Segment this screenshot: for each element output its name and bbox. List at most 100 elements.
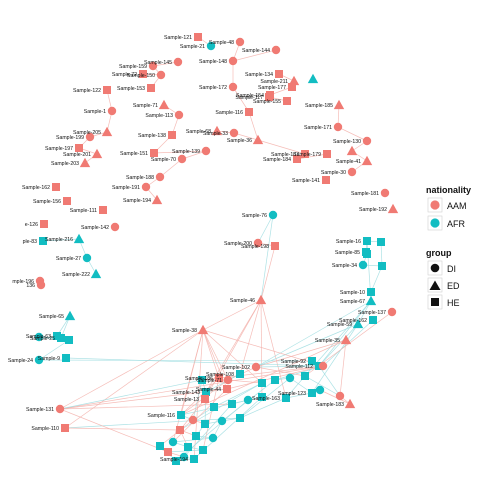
edge [232, 86, 250, 113]
node-unlabeled-111 [188, 415, 198, 425]
legend-label-di: DI [447, 264, 456, 274]
node-unlabeled-123 [179, 452, 189, 462]
node-label: Sample-30 [321, 170, 346, 176]
node-sample-186 [215, 374, 223, 382]
edge [257, 214, 274, 244]
edge [370, 265, 383, 293]
edge [153, 150, 207, 154]
edge [152, 61, 179, 67]
node-label: Sample-162 [22, 185, 50, 191]
edge [255, 366, 306, 377]
edge [311, 323, 359, 394]
node-label: Sample-36 [227, 138, 252, 144]
node-unlabeled-109 [258, 393, 266, 401]
edge [248, 111, 259, 141]
edge [59, 379, 203, 410]
node-label: Sample-197 [45, 146, 73, 152]
edge [318, 300, 372, 367]
edge [64, 329, 204, 429]
node-label: Sample-27 [56, 256, 81, 262]
node-sample-144 [271, 45, 281, 55]
node-unlabeled-117 [192, 432, 200, 440]
edge [255, 339, 347, 368]
node-label: Sample-194 [160, 457, 188, 463]
node-label: Sample-159 [119, 64, 147, 70]
node-sample-141 [322, 176, 330, 184]
node-label: Sample-123 [278, 391, 306, 397]
node-unlabeled-106 [210, 403, 218, 411]
node-label: Sample-211 [260, 79, 288, 85]
node-sample-24 [34, 355, 44, 365]
node-sample-10 [367, 288, 375, 296]
node-label: Sample-155 [253, 99, 281, 105]
node-label: Sample-72 [112, 72, 137, 78]
node-sample-197 [75, 144, 83, 152]
node-unlabeled-95 [258, 379, 266, 387]
node-sample-116 [177, 411, 185, 419]
node-label: Sample-203 [51, 161, 79, 167]
node-label: Sample-171 [304, 125, 332, 131]
node-labels: Sample-121 Sample-48 Sample-21 Sample-144 Sa… [8, 35, 387, 463]
node-label: Sample-151 [120, 151, 148, 157]
edge [202, 377, 220, 451]
node-sample-108 [236, 370, 244, 378]
node-sample-48 [235, 37, 245, 47]
node-sample-38 [197, 324, 209, 335]
node-unlabeled-81 [34, 332, 44, 342]
node-label: e-126 [25, 222, 38, 228]
node-unlabeled-120 [184, 443, 192, 451]
node-label: Sample-184 [263, 157, 291, 163]
legend-title-group: group [426, 248, 452, 258]
network-nodes [34, 33, 399, 465]
node-label: Sample-205 [73, 130, 101, 136]
edge [260, 299, 287, 399]
edge [304, 375, 341, 397]
legend: nationality AAM AFR group DI ED HE [426, 185, 471, 310]
node-unlabeled-112 [201, 420, 209, 428]
node-label: Sample-113 [145, 113, 173, 119]
edge [59, 329, 204, 410]
edge [318, 365, 341, 397]
node-sample-188 [155, 172, 165, 182]
node-label: Sample-16 [336, 239, 361, 245]
edge [180, 377, 220, 416]
node-label: Sample-34 [332, 263, 357, 269]
node-label: Sample-222 [62, 272, 90, 278]
node-label: Sample-48 [209, 40, 234, 46]
node-label: mple-196 [12, 279, 34, 285]
node-label: Sample-71 [197, 378, 222, 384]
node-sample-185 [333, 99, 345, 110]
edge [59, 365, 324, 410]
node-label: Sample-163 [252, 396, 280, 402]
node-sample-200 [253, 238, 263, 248]
edge [318, 323, 359, 367]
node-sample-122 [103, 86, 111, 94]
node-sample-194 [190, 455, 198, 463]
node-label: Sample-102 [222, 365, 250, 371]
edge [239, 299, 262, 375]
node-sample-33 [229, 128, 239, 138]
node-sample-183 [344, 398, 356, 409]
node-label: Sample-130 [333, 139, 361, 145]
node-label: ple-83 [23, 239, 38, 245]
node-label: Sample-116 [147, 413, 175, 419]
node-unlabeled-126 [156, 442, 164, 450]
node-sample-145 [173, 57, 183, 67]
node-sample-153 [147, 84, 155, 92]
edge [296, 153, 328, 160]
node-sample-41 [361, 155, 373, 166]
edge [255, 323, 359, 368]
node-label: Sample-179 [293, 152, 321, 158]
node-sample-110 [61, 424, 69, 432]
node-label: Sample-153 [117, 86, 145, 92]
node-label: Sample-10 [340, 290, 365, 296]
node-unlabeled-103 [315, 385, 325, 395]
node-sample-117 [265, 93, 273, 101]
node-sample-137 [387, 307, 397, 317]
node-unlabeled-101 [335, 391, 345, 401]
node-136 [36, 280, 46, 290]
node-label: Sample-92 [281, 359, 306, 365]
node-unlabeled-59 [377, 238, 385, 246]
node-label: Sample-112 [285, 364, 313, 370]
node-sample-148 [228, 56, 238, 66]
